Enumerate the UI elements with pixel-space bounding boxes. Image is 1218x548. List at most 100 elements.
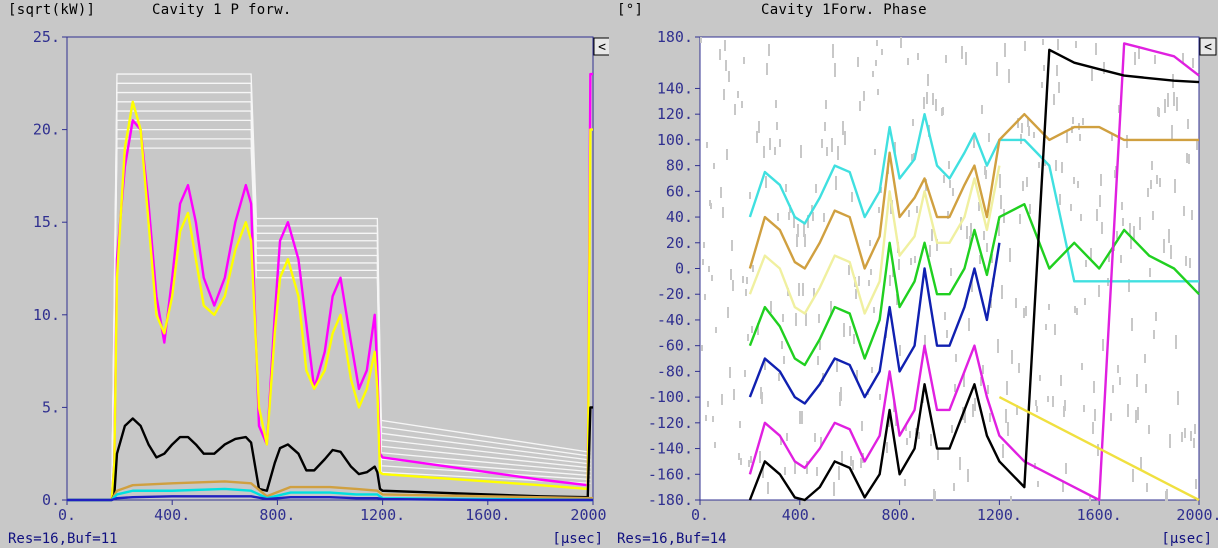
- noise-mark: [886, 442, 888, 453]
- y-tick-label: -60.: [657, 337, 693, 355]
- noise-mark: [904, 479, 906, 486]
- noise-mark: [1054, 324, 1056, 335]
- noise-mark: [842, 121, 844, 135]
- noise-mark: [943, 175, 945, 183]
- series-line: [748, 112, 1199, 283]
- noise-mark: [748, 460, 750, 467]
- noise-mark: [1063, 406, 1065, 417]
- noise-mark: [1017, 118, 1019, 128]
- y-tick-label: 0.: [675, 260, 693, 278]
- noise-mark: [702, 259, 704, 265]
- noise-mark: [763, 146, 765, 158]
- y-tick-label: 15.: [33, 213, 60, 231]
- series-line: [748, 42, 1200, 502]
- noise-mark: [1018, 363, 1020, 373]
- noise-mark: [954, 384, 956, 392]
- noise-mark: [859, 101, 861, 111]
- noise-mark: [774, 147, 776, 155]
- noise-mark: [974, 398, 976, 411]
- noise-mark: [1008, 69, 1010, 83]
- noise-mark: [915, 428, 917, 435]
- noise-mark: [1191, 210, 1193, 220]
- noise-mark: [1110, 413, 1112, 421]
- collapse-button[interactable]: <: [593, 37, 609, 56]
- noise-mark: [978, 202, 980, 211]
- noise-mark: [1156, 175, 1158, 184]
- noise-mark: [1128, 279, 1130, 292]
- noise-mark: [745, 289, 747, 296]
- x-tick-label: 800.: [882, 506, 918, 524]
- noise-mark: [1028, 126, 1030, 136]
- noise-mark: [713, 163, 715, 169]
- noise-mark: [1174, 179, 1176, 193]
- noise-mark: [1189, 258, 1191, 268]
- noise-mark: [1171, 125, 1173, 139]
- y-tick-label: -40.: [657, 311, 693, 329]
- noise-mark: [1154, 55, 1156, 64]
- noise-mark: [1173, 92, 1175, 106]
- noise-mark: [985, 170, 987, 179]
- noise-mark: [841, 451, 843, 465]
- noise-mark: [715, 327, 717, 333]
- noise-mark: [1000, 195, 1002, 209]
- noise-mark: [1084, 298, 1086, 305]
- noise-mark: [877, 89, 879, 95]
- noise-mark: [1098, 285, 1100, 297]
- noise-mark: [1182, 53, 1184, 63]
- noise-mark: [707, 401, 709, 407]
- noise-mark: [819, 341, 821, 350]
- noise-mark: [833, 482, 835, 496]
- noise-mark: [1048, 304, 1050, 310]
- noise-mark: [863, 91, 865, 101]
- y-tick-label: 180.: [657, 28, 693, 46]
- noise-mark: [964, 410, 966, 423]
- noise-mark: [989, 413, 991, 422]
- y-tick-label: 100.: [657, 131, 693, 149]
- noise-mark: [1077, 181, 1079, 188]
- noise-mark: [972, 404, 974, 417]
- noise-mark: [762, 466, 764, 478]
- y-tick-label: 5.: [42, 398, 60, 416]
- noise-mark: [1035, 400, 1037, 406]
- noise-mark: [852, 460, 854, 470]
- x-unit-label: [µsec]: [1161, 531, 1212, 547]
- noise-mark: [1187, 119, 1189, 129]
- noise-mark: [823, 213, 825, 222]
- noise-mark: [1019, 214, 1021, 224]
- x-unit-label: [µsec]: [552, 531, 603, 547]
- noise-mark: [723, 89, 725, 100]
- noise-mark: [983, 231, 985, 240]
- noise-mark: [1158, 108, 1160, 117]
- noise-mark: [1137, 407, 1139, 420]
- y-tick-label: 20.: [33, 121, 60, 139]
- noise-mark: [849, 326, 851, 336]
- noise-mark: [1168, 229, 1170, 243]
- noise-mark: [803, 224, 805, 237]
- noise-mark: [820, 437, 822, 446]
- noise-mark: [1066, 132, 1068, 143]
- noise-mark: [998, 222, 1000, 236]
- noise-mark: [836, 358, 838, 372]
- noise-mark: [1033, 132, 1035, 138]
- noise-mark: [830, 301, 832, 315]
- noise-mark: [739, 421, 741, 428]
- chart-title: Cavity 1 P forw.: [152, 2, 292, 18]
- noise-mark: [727, 307, 729, 318]
- y-tick-label: 20.: [666, 234, 693, 252]
- collapse-button[interactable]: <: [1199, 37, 1217, 56]
- noise-mark: [1184, 428, 1186, 438]
- noise-mark: [1026, 177, 1028, 187]
- noise-mark: [840, 387, 842, 401]
- noise-mark: [726, 149, 728, 160]
- noise-mark: [1132, 469, 1134, 482]
- x-tick-label: 1600.: [465, 506, 510, 524]
- noise-mark: [855, 289, 857, 299]
- noise-mark: [777, 213, 779, 221]
- collapse-button-label: <: [598, 40, 606, 55]
- noise-mark: [1115, 166, 1117, 174]
- noise-mark: [712, 416, 714, 422]
- noise-mark: [746, 277, 748, 284]
- noise-mark: [1083, 405, 1085, 412]
- noise-mark: [868, 280, 870, 286]
- noise-mark: [898, 259, 900, 270]
